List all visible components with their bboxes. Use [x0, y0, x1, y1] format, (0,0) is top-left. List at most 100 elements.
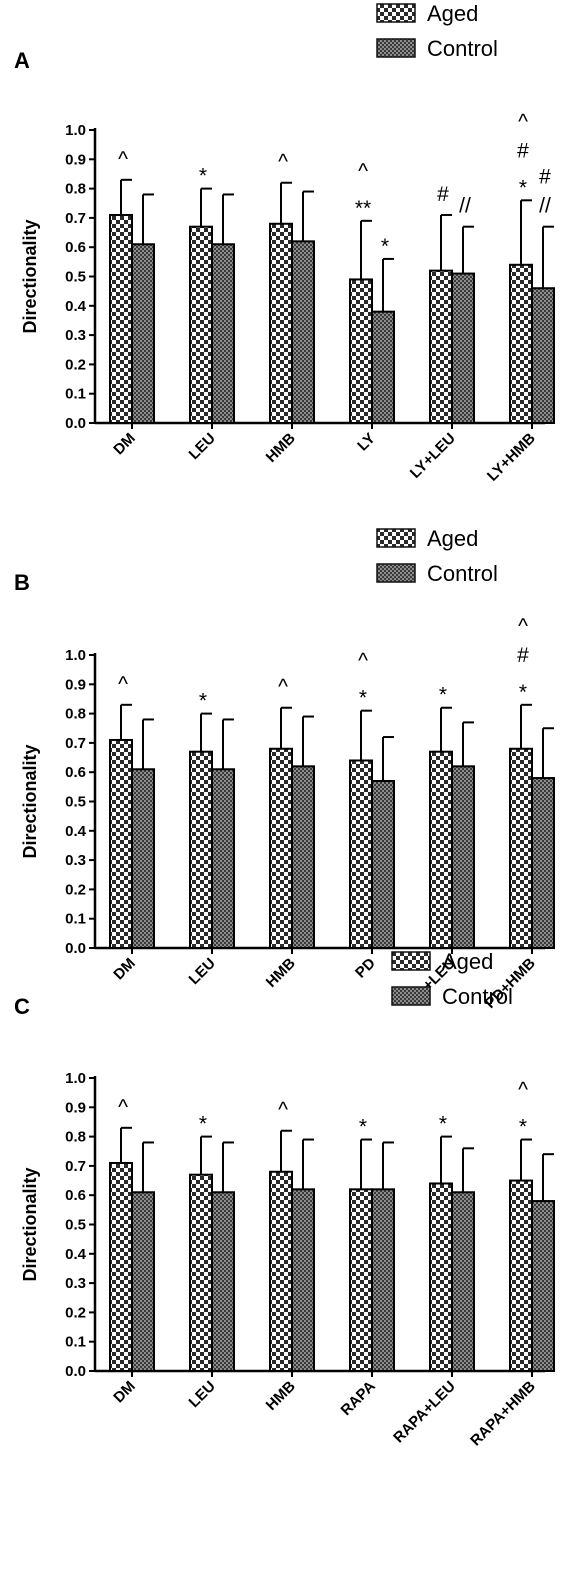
panel-letter: A — [14, 48, 30, 73]
panel-c: C Aged Control Directionality 0.0 0.1 0.2 0.3 0.… — [14, 949, 555, 1449]
bar-aged — [109, 738, 133, 949]
legend: Aged Control — [376, 1, 498, 61]
significance-mark: // — [459, 195, 471, 218]
y-tick-label: 0.2 — [65, 356, 86, 373]
bar-control — [131, 768, 155, 950]
x-tick-label: LY+HMB — [484, 430, 539, 485]
bar-aged — [509, 1179, 533, 1373]
significance-mark: ^ — [518, 615, 528, 638]
y-tick-label: 0.1 — [65, 911, 86, 928]
y-tick-label: 0.0 — [65, 1363, 86, 1380]
bar-aged — [349, 278, 373, 424]
bar-control — [371, 1188, 395, 1372]
y-tick-label: 0.5 — [65, 269, 86, 286]
y-tick-label: 0.3 — [65, 852, 86, 869]
bar-aged — [109, 213, 133, 424]
panel-a: A Aged Control Directionality 0.0 0.1 0.2 0.3 0.… — [14, 1, 555, 485]
legend-label-aged: Aged — [427, 526, 478, 551]
y-tick-label: 0.3 — [65, 327, 86, 344]
legend-swatch-control — [376, 563, 416, 583]
y-tick-label: 0.9 — [65, 151, 86, 168]
y-tick-label: 0.5 — [65, 1217, 86, 1234]
significance-mark: # — [437, 183, 449, 206]
bar-control — [371, 779, 395, 949]
y-tick-label: 0.7 — [65, 735, 86, 752]
bar-aged — [509, 747, 533, 950]
bar-control — [531, 1200, 555, 1373]
x-tick-label: RAPA — [338, 1378, 379, 1419]
bar-control — [211, 1191, 235, 1373]
bar-aged — [429, 269, 453, 425]
y-axis-label: Directionality — [20, 1167, 40, 1281]
x-tick-label: LEU — [186, 430, 219, 463]
x-tick-label: LY — [354, 430, 379, 455]
y-tick-label: 1.0 — [65, 647, 86, 664]
y-tick-label: 1.0 — [65, 1070, 86, 1087]
bar-control — [291, 765, 315, 950]
y-tick-label: 0.4 — [65, 823, 87, 840]
x-tick-label: DM — [110, 430, 139, 459]
x-tick-label: LEU — [186, 955, 219, 988]
y-tick-label: 0.2 — [65, 1304, 86, 1321]
bar-aged — [429, 750, 453, 949]
y-tick-label: 0.6 — [65, 764, 86, 781]
bar-control — [211, 768, 235, 950]
bar-aged — [109, 1161, 133, 1372]
y-tick-label: 0.9 — [65, 676, 86, 693]
bar-aged — [349, 759, 373, 949]
legend-swatch-aged — [376, 528, 416, 548]
panel-b: B Aged Control Directionality 0.0 0.1 0.2 0.3 0.… — [14, 526, 555, 1012]
bar-aged — [509, 263, 533, 424]
significance-mark: * — [519, 1116, 527, 1139]
bar-control — [451, 765, 475, 950]
significance-mark: ** — [355, 197, 371, 220]
significance-mark: # — [517, 139, 529, 162]
x-tick-label: LY+LEU — [407, 430, 459, 482]
significance-mark: * — [381, 235, 389, 258]
significance-mark: ^ — [278, 1099, 288, 1122]
significance-mark: * — [199, 165, 207, 188]
legend-swatch-control — [391, 986, 431, 1006]
x-tick-label: RAPA+LEU — [390, 1378, 459, 1447]
bar-control — [211, 243, 235, 424]
y-tick-label: 0.8 — [65, 706, 86, 723]
bar-aged — [189, 750, 213, 949]
y-tick-label: 0.3 — [65, 1275, 86, 1292]
y-tick-label: 0.2 — [65, 881, 86, 898]
significance-mark: * — [199, 1113, 207, 1136]
y-tick-label: 0.4 — [65, 298, 87, 315]
y-axis-label: Directionality — [20, 744, 40, 858]
y-tick-label: 0.5 — [65, 794, 86, 811]
y-tick-label: 0.9 — [65, 1099, 86, 1116]
bar-control — [131, 1191, 155, 1373]
y-tick-label: 0.8 — [65, 181, 86, 198]
legend-label-control: Control — [442, 984, 513, 1009]
y-tick-label: 0.4 — [65, 1246, 87, 1263]
significance-mark: ^ — [278, 676, 288, 699]
x-tick-label: HMB — [263, 430, 299, 466]
significance-mark: * — [359, 687, 367, 710]
significance-mark: ^ — [118, 673, 128, 696]
significance-mark: ^ — [358, 650, 368, 673]
significance-mark: ^ — [518, 1079, 528, 1102]
bar-control — [451, 1191, 475, 1373]
x-tick-label: HMB — [263, 955, 299, 991]
bar-control — [291, 240, 315, 424]
bar-aged — [429, 1182, 453, 1372]
significance-mark: * — [519, 176, 527, 199]
bar-aged — [349, 1188, 373, 1372]
legend-swatch-aged — [391, 951, 431, 971]
y-tick-label: 0.0 — [65, 940, 86, 957]
y-tick-label: 0.6 — [65, 239, 86, 256]
significance-mark: ^ — [518, 110, 528, 133]
x-tick-label: PD — [352, 955, 379, 982]
y-tick-label: 0.6 — [65, 1187, 86, 1204]
y-tick-label: 0.0 — [65, 415, 86, 432]
bar-control — [291, 1188, 315, 1372]
significance-mark: ^ — [118, 148, 128, 171]
x-tick-label: DM — [110, 1378, 139, 1407]
x-tick-label: DM — [110, 955, 139, 984]
bar-aged — [189, 1173, 213, 1372]
legend: Aged Control — [376, 526, 498, 586]
y-tick-label: 0.7 — [65, 210, 86, 227]
